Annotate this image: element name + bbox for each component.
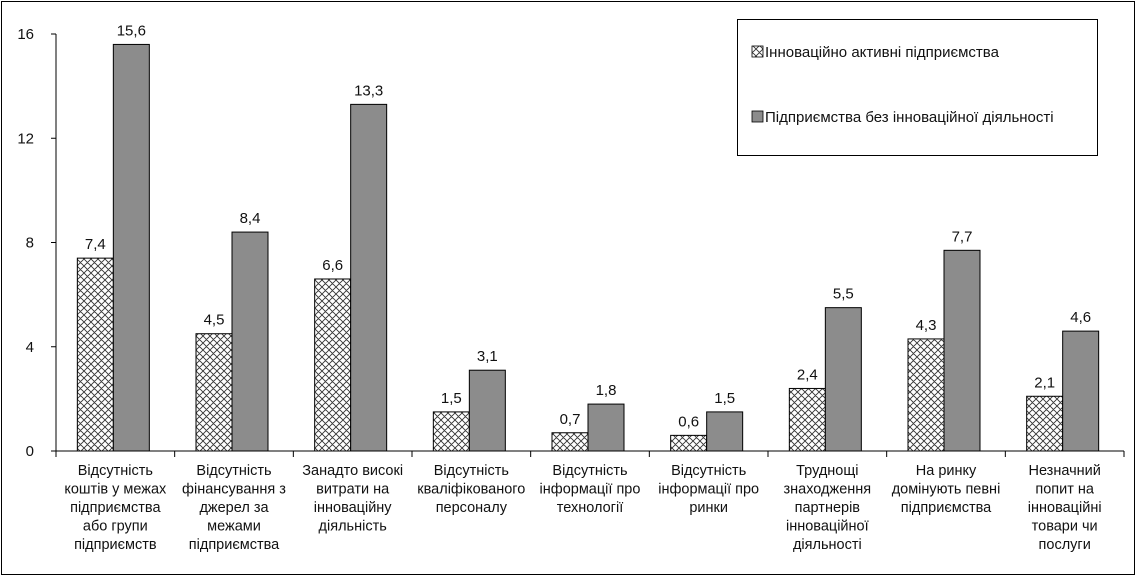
value-label-inactive: 5,5 [833, 286, 854, 303]
category-label: Труднощі [796, 463, 858, 479]
bar-active [907, 338, 945, 452]
bar-active [195, 333, 233, 452]
value-label-inactive: 1,5 [714, 390, 735, 407]
bar-active [432, 411, 470, 452]
category-label: кваліфікованого [417, 482, 525, 498]
value-label-inactive: 1,8 [596, 382, 617, 399]
value-label-active: 4,5 [204, 312, 225, 329]
value-label-inactive: 13,3 [354, 82, 383, 99]
category-label: домінують певні [892, 482, 1001, 498]
bars [76, 43, 1100, 452]
bar-active [76, 257, 114, 452]
category-label: інноваційну [314, 500, 393, 516]
y-tick-label: 16 [17, 26, 34, 43]
category-label: підприємств [74, 537, 157, 553]
category-label: послуги [1039, 537, 1091, 553]
bar-active [1026, 395, 1064, 452]
category-label: витрати на [316, 482, 390, 498]
y-tick-label: 12 [17, 130, 34, 147]
y-tick-label: 4 [26, 339, 34, 356]
bar-inactive [350, 103, 388, 452]
bar-inactive [587, 403, 625, 452]
category-label: інноваційні [1028, 500, 1102, 516]
category-label: підприємства [70, 500, 161, 516]
value-label-active: 7,4 [85, 236, 106, 253]
category-label: знаходження [784, 482, 872, 498]
value-label-inactive: 4,6 [1070, 309, 1091, 326]
category-label: На ринку [916, 463, 977, 479]
value-label-active: 4,3 [916, 317, 937, 334]
category-label: Відсутність [434, 463, 509, 479]
value-label-inactive: 7,7 [952, 228, 973, 245]
bar-inactive [231, 231, 269, 452]
category-label: персоналу [436, 500, 508, 516]
category-label: інноваційної [786, 519, 869, 535]
value-label-active: 1,5 [441, 390, 462, 407]
category-label: Незначний [1028, 463, 1100, 479]
category-label: інформації про [540, 482, 641, 498]
value-label-active: 6,6 [322, 257, 343, 274]
legend-label-inactive: Підприємства без інноваційної діяльності [765, 109, 1054, 126]
legend-swatch-active [751, 45, 764, 58]
category-label: межами [207, 519, 261, 535]
bar-active [788, 387, 826, 452]
category-label: інформації про [658, 482, 759, 498]
value-label-active: 2,1 [1034, 374, 1055, 391]
value-label-inactive: 8,4 [240, 210, 261, 227]
legend: Інноваційно активні підприємства Підприє… [737, 19, 1098, 156]
category-label: або групи [83, 519, 148, 535]
category-label: Відсутність [671, 463, 746, 479]
bar-inactive [706, 411, 744, 452]
value-label-active: 0,7 [560, 411, 581, 428]
category-label: ринки [689, 500, 728, 516]
value-label-active: 0,6 [678, 413, 699, 430]
bar-inactive [112, 43, 150, 452]
category-label: технології [557, 500, 623, 516]
category-label: коштів у межах [64, 482, 167, 498]
legend-swatch-inactive [751, 110, 764, 123]
category-label: Відсутність [78, 463, 153, 479]
category-label: діяльність [319, 519, 387, 535]
bar-active [670, 434, 708, 452]
category-label: Відсутність [196, 463, 271, 479]
legend-label-active: Інноваційно активні підприємства [765, 44, 1000, 61]
category-label: партнерів [795, 500, 861, 516]
bar-active [551, 432, 589, 452]
bar-inactive [1062, 330, 1100, 452]
category-label: фінансування з [182, 482, 286, 498]
value-label-inactive: 15,6 [117, 22, 146, 39]
y-tick-label: 8 [26, 235, 34, 252]
category-label: товари чи [1032, 519, 1098, 535]
category-label: підприємства [189, 537, 280, 553]
category-label: підприємства [901, 500, 992, 516]
legend-box [737, 19, 1098, 156]
category-label: джерел за [199, 500, 269, 516]
value-label-active: 2,4 [797, 366, 818, 383]
labels: 7,4 15,6 Відсутність коштів у межах підприєм… [64, 22, 1101, 553]
bar-inactive [468, 369, 506, 452]
value-label-inactive: 3,1 [477, 348, 498, 365]
bar-inactive [943, 249, 981, 452]
bar-active [314, 278, 352, 452]
bar-inactive [824, 307, 862, 452]
category-label: Занадто високі [302, 463, 403, 479]
category-label: попит на [1035, 482, 1095, 498]
y-tick-label: 0 [26, 443, 34, 460]
category-label: діяльності [793, 537, 862, 553]
category-label: Відсутність [552, 463, 627, 479]
